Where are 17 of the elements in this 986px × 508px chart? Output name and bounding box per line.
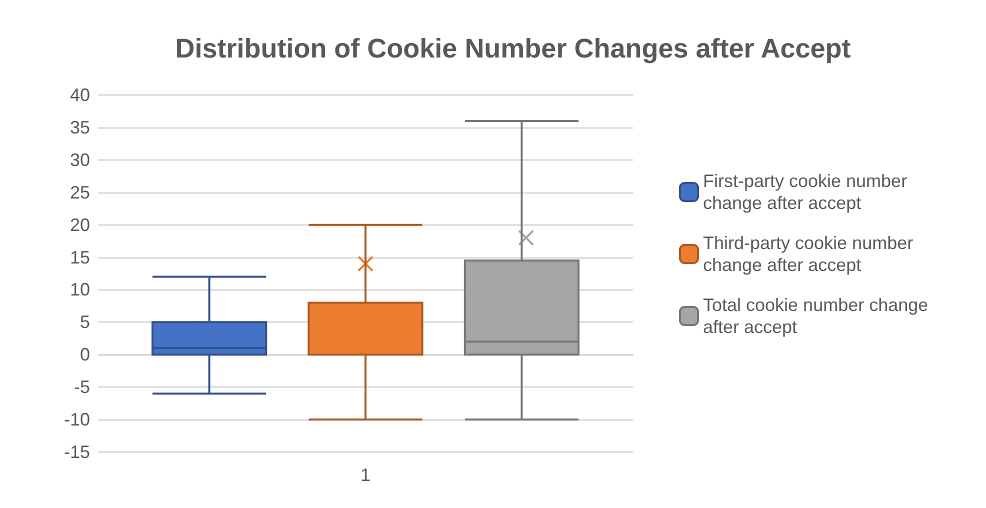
legend-label: Total cookie number change after accept [703, 295, 934, 337]
legend-label: Third-party cookie number change after accept [703, 233, 918, 275]
y-tick-label: 30 [70, 150, 90, 170]
y-tick-label: -10 [64, 410, 90, 430]
y-tick-label: 15 [70, 247, 90, 268]
x-tick-label: 1 [360, 465, 371, 485]
y-tick-label: 35 [70, 117, 90, 138]
y-tick-label: -5 [74, 377, 90, 398]
y-tick-label: -15 [64, 442, 90, 462]
chart-title: Distribution of Cookie Number Changes after Accept [175, 34, 851, 64]
y-tick-label: 0 [80, 344, 90, 365]
y-tick-label: 5 [80, 312, 90, 332]
y-tick-label: 20 [70, 214, 90, 235]
y-tick-label: 10 [70, 280, 90, 300]
y-tick-label: 25 [70, 182, 90, 202]
legend-label: First-party cookie number change after accept [703, 171, 912, 213]
y-tick-label: 40 [70, 85, 90, 105]
